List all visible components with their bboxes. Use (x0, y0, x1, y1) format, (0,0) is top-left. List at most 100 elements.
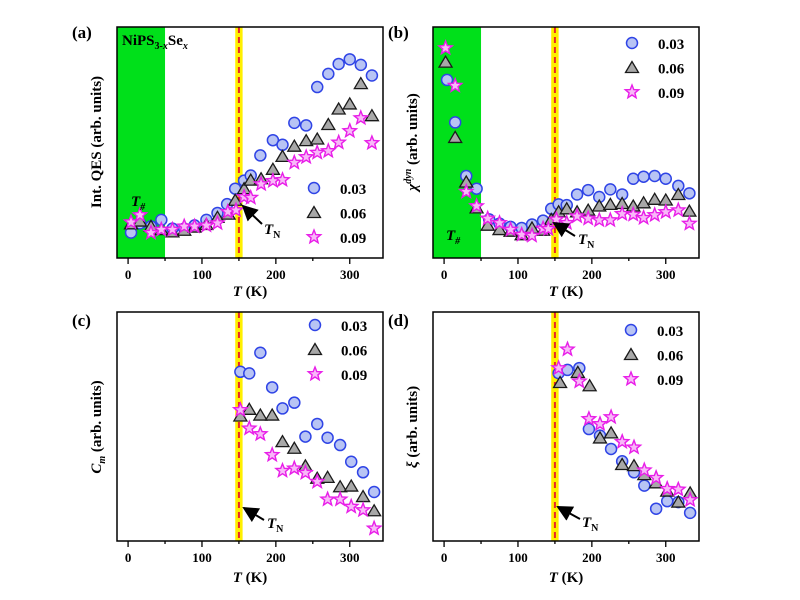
data-point (649, 502, 663, 515)
tn-arrow (556, 506, 581, 521)
legend-label: 0.09 (658, 86, 684, 102)
data-point (252, 407, 268, 421)
data-point (669, 201, 687, 218)
legend-marker (307, 181, 321, 195)
data-point (288, 116, 301, 130)
data-point (637, 170, 650, 183)
ylabel-b-rest: (arb. units) (405, 93, 421, 168)
data-point (669, 480, 687, 497)
data-point (570, 188, 584, 201)
tn-arrow (242, 506, 265, 523)
data-point (243, 367, 256, 380)
xlabel-a-var: T (233, 284, 243, 300)
tn-d-sub: N (591, 523, 599, 534)
tn-d-var: T (582, 515, 592, 531)
data-point (647, 192, 663, 205)
x-tick-label: 0 (125, 550, 132, 565)
data-point (559, 201, 575, 215)
legend-marker (624, 60, 640, 74)
data-point (446, 76, 464, 93)
data-point (480, 217, 496, 231)
data-point (603, 425, 619, 439)
data-point (251, 425, 269, 442)
ylabel-a: Int. QES (arb. units) (89, 76, 105, 208)
data-point (252, 175, 270, 192)
data-point (308, 143, 326, 160)
legend-label: 0.06 (341, 344, 368, 360)
data-point (320, 117, 336, 131)
data-point (332, 57, 345, 71)
data-point (591, 198, 607, 212)
legend-label: 0.09 (657, 373, 683, 389)
series-0.09 (437, 39, 699, 243)
data-point (660, 494, 674, 508)
ylabel-c-sub: m (97, 456, 108, 464)
legend-label: 0.03 (657, 324, 683, 340)
x-tick-label: 200 (266, 550, 286, 565)
data-point (582, 378, 598, 392)
data-point (240, 419, 258, 436)
data-point (570, 372, 588, 389)
data-point (604, 183, 617, 196)
xlabel-c: T (K) (233, 570, 268, 586)
data-point (142, 223, 160, 241)
tn-c-var: T (267, 516, 277, 532)
compound-base: NiPS (122, 33, 155, 49)
panel-label-d: (d) (388, 311, 409, 330)
data-point (265, 381, 279, 394)
compound-label: NiPS3-xSex (122, 33, 188, 52)
data-point (288, 396, 301, 409)
data-point (298, 133, 314, 147)
panel-c: 0 100 200 300 0.03 0.06 0.09 (116, 311, 384, 565)
data-point (308, 472, 326, 490)
tn-label-c: TN (267, 516, 284, 535)
series-0.03 (234, 346, 381, 499)
data-point (646, 206, 664, 223)
data-point (274, 461, 292, 479)
data-point (286, 440, 302, 454)
legend-label: 0.03 (340, 182, 366, 198)
legend-label: 0.06 (658, 62, 685, 78)
t-hash-a-var: T (131, 194, 141, 210)
data-point (197, 216, 215, 233)
data-point (343, 53, 356, 66)
data-point (331, 101, 347, 115)
ylabel-c-rest: (arb. units) (89, 380, 105, 455)
xlabel-c-var: T (233, 570, 243, 586)
data-point (638, 479, 651, 492)
xlabel-b-unit: (K) (558, 284, 583, 300)
ylabel-c: Cm (arb. units) (89, 380, 108, 473)
data-point (296, 463, 314, 480)
x-tick-label: 100 (192, 267, 212, 282)
panel-b: 0 100 200 300 0.03 0.06 0.09 (432, 26, 700, 282)
data-point (353, 76, 369, 90)
data-point (626, 172, 640, 186)
data-point (264, 407, 280, 421)
legend-marker (623, 347, 639, 361)
data-point (568, 207, 586, 224)
data-point (581, 183, 595, 197)
data-point (624, 205, 642, 222)
xlabel-d-var: T (549, 570, 559, 586)
tn-a-sub: N (273, 230, 281, 241)
tn-b-var: T (578, 232, 588, 248)
data-point (286, 138, 302, 152)
axes-frame (432, 26, 700, 259)
data-point (344, 455, 358, 469)
x-tick-label: 0 (441, 550, 448, 565)
legend-label: 0.03 (658, 37, 684, 53)
data-point (635, 195, 652, 209)
data-point (352, 109, 370, 126)
t-hash-a-sub: # (139, 202, 146, 213)
data-point (242, 188, 260, 206)
data-point (440, 73, 454, 87)
data-point (264, 171, 282, 189)
data-point (582, 422, 596, 436)
ylabel-c-var: C (89, 463, 105, 474)
data-point (319, 490, 337, 507)
data-point (163, 220, 181, 237)
x-tick-label: 0 (125, 267, 132, 282)
data-point (263, 445, 281, 463)
data-point (602, 197, 618, 211)
data-point (625, 438, 643, 455)
